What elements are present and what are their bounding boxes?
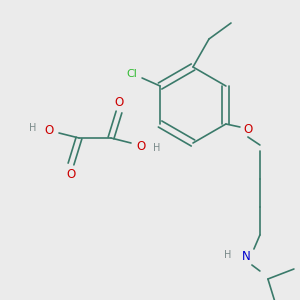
Text: O: O (243, 122, 253, 136)
Text: H: H (153, 143, 161, 153)
Text: O: O (114, 95, 124, 109)
Text: N: N (242, 250, 250, 263)
Text: H: H (29, 123, 37, 133)
Text: Cl: Cl (127, 69, 137, 79)
Text: O: O (66, 167, 76, 181)
Text: H: H (224, 250, 232, 260)
Text: O: O (136, 140, 146, 152)
Text: O: O (44, 124, 54, 136)
